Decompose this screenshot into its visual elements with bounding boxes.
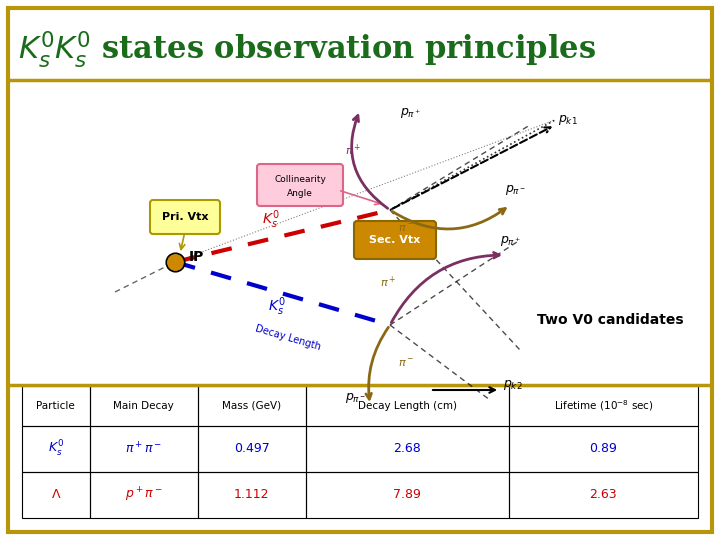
Text: $K^0_s$: $K^0_s$ [263,208,280,231]
FancyBboxPatch shape [257,164,343,206]
Text: 1.112: 1.112 [234,488,269,502]
Text: $p_{k1}$: $p_{k1}$ [558,113,577,127]
Text: Angle: Angle [287,188,313,198]
Text: $p_{k2}$: $p_{k2}$ [503,378,523,392]
Bar [22,386,89,426]
Text: Decay Length (cm): Decay Length (cm) [358,401,456,411]
Text: $\pi^+$: $\pi^+$ [380,275,396,290]
Text: 0.497: 0.497 [234,442,270,455]
FancyBboxPatch shape [354,221,436,259]
Text: 2.63: 2.63 [590,488,617,502]
Text: IP: IP [189,250,204,264]
Bar [509,426,698,472]
Text: $\pi^+\pi^-$: $\pi^+\pi^-$ [125,441,163,456]
Bar [198,472,306,518]
Text: $\pi^-$: $\pi^-$ [398,223,414,234]
Bar [198,426,306,472]
Bar [89,386,198,426]
Bar [509,472,698,518]
Bar [198,386,306,426]
FancyBboxPatch shape [150,200,220,234]
Text: $p_{\pi^+}$: $p_{\pi^+}$ [500,234,521,248]
Bar [89,426,198,472]
Text: $p_{\pi^+}$: $p_{\pi^+}$ [400,106,421,120]
Text: Two V0 candidates: Two V0 candidates [536,313,683,327]
Text: Pri. Vtx: Pri. Vtx [162,212,208,222]
Text: $K_s^0$: $K_s^0$ [48,438,64,459]
Text: 2.68: 2.68 [393,442,421,455]
Text: $p^+\pi^-$: $p^+\pi^-$ [125,486,163,504]
Bar [89,472,198,518]
Text: $K^0_s$: $K^0_s$ [268,296,285,319]
Text: $K^0_s K^0_s$ states observation principles: $K^0_s K^0_s$ states observation princip… [18,30,596,71]
Bar [306,472,509,518]
Bar [509,386,698,426]
Text: Sec. Vtx: Sec. Vtx [369,235,420,245]
Bar [22,472,89,518]
Text: $\pi^-$: $\pi^-$ [398,358,414,369]
Text: Mass (GeV): Mass (GeV) [222,401,282,411]
Text: $\Lambda$: $\Lambda$ [50,488,61,502]
Bar [22,426,89,472]
Text: Collinearity: Collinearity [274,176,326,185]
Text: Decay Length: Decay Length [253,323,321,352]
Bar [306,386,509,426]
Text: Main Decay: Main Decay [113,401,174,411]
Text: $p_{\pi^-}$: $p_{\pi^-}$ [505,183,526,197]
Text: $\pi^+$: $\pi^+$ [345,143,361,158]
Text: Particle: Particle [37,401,75,411]
Text: $p_{\pi^-}$: $p_{\pi^-}$ [345,391,366,405]
Text: 0.89: 0.89 [590,442,617,455]
Text: 7.89: 7.89 [393,488,421,502]
Text: Lifetime (10$^{-8}$ sec): Lifetime (10$^{-8}$ sec) [554,399,653,413]
Bar [306,426,509,472]
